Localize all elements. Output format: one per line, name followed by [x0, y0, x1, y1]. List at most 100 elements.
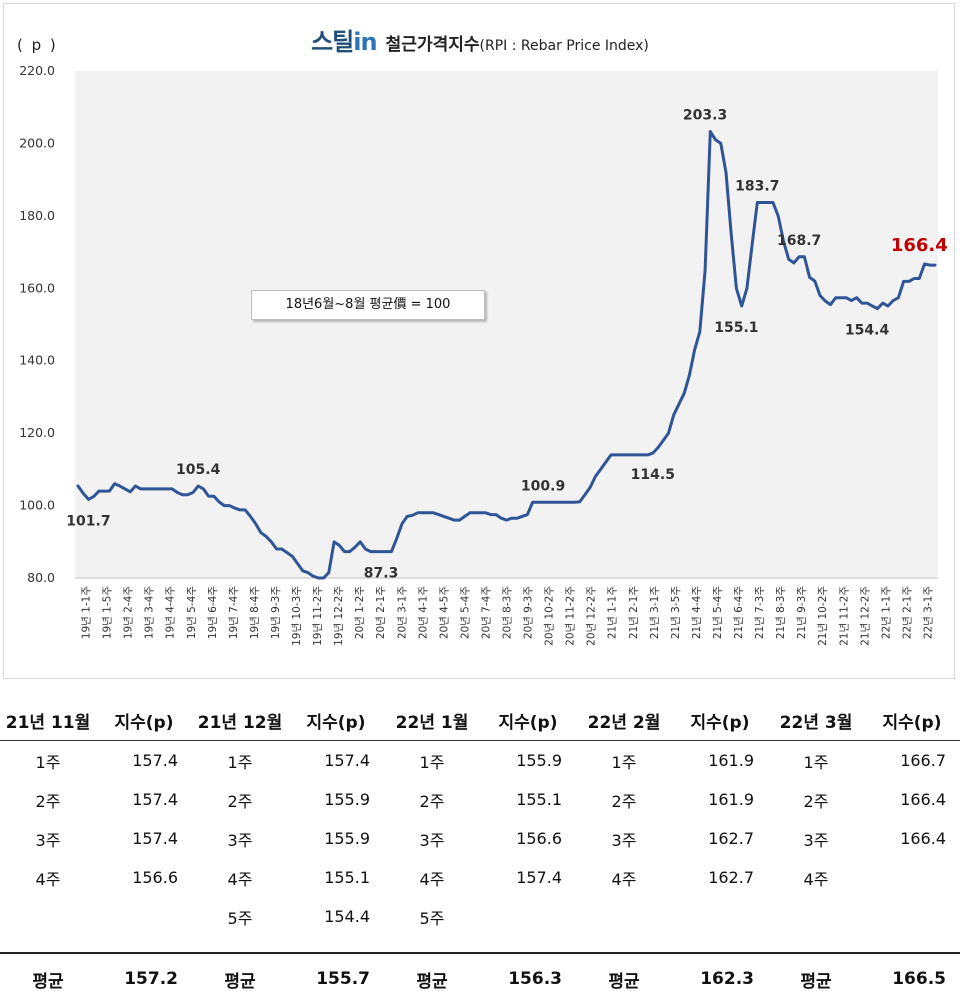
header-cell: 21년 11월: [0, 700, 96, 741]
index-cell: 155.9: [324, 790, 370, 809]
average-label: 평균: [768, 952, 864, 1004]
table-row: 1주 157.4 1주 157.4 1주 155.9 1주 161.9 1주 1…: [0, 741, 960, 781]
table-row: 2주 157.4 2주 155.9 2주 155.1 2주 161.9 2주 1…: [0, 780, 960, 819]
index-cell: 157.4: [516, 868, 562, 887]
x-tick-label: 20년 9-3주: [523, 586, 535, 640]
header-cell: 22년 3월: [768, 700, 864, 741]
index-cell: 161.9: [708, 751, 754, 770]
index-cell: 155.9: [324, 829, 370, 848]
x-tick-label: 21년 1-1주: [607, 586, 619, 640]
index-cell: 155.1: [324, 868, 370, 887]
title-english: (RPI : Rebar Price Index): [479, 38, 649, 54]
x-tick-label: 22년 3-1주: [922, 586, 934, 640]
x-tick-label: 21년 10-2주: [817, 586, 829, 646]
data-label: 105.4: [176, 462, 221, 478]
title-korean: 철근가격지수: [385, 35, 480, 55]
x-tick-label: 21년 3-1주: [649, 586, 661, 640]
average-value: 162.3: [672, 952, 768, 1004]
week-cell: 3주: [803, 830, 829, 850]
average-value: 155.7: [288, 952, 384, 1004]
x-tick-label: 20년 11-2주: [565, 586, 577, 646]
data-label: 203.3: [683, 107, 727, 123]
line-chart: 80.0 100.0 120.0 140.0 160.0 180.0 200.0 220.0 1…: [19, 63, 948, 646]
x-tick-label: 22년 1-1주: [880, 586, 892, 640]
index-cell: 154.4: [324, 907, 370, 926]
x-tick-label: 19년 11-2주: [312, 586, 324, 646]
data-label: 183.7: [735, 178, 779, 194]
header-cell: 지수(p): [288, 700, 384, 741]
x-tick-label: 20년 12-2주: [586, 586, 598, 646]
week-cell: 3주: [419, 830, 445, 850]
header-cell: 22년 2월: [576, 700, 672, 741]
plot-area: [75, 71, 938, 578]
data-label: 87.3: [364, 566, 399, 582]
table-row: 4주 156.6 4주 155.1 4주 157.4 4주 162.7 4주: [0, 858, 960, 897]
data-label: 168.7: [777, 233, 821, 249]
header-cell: 지수(p): [672, 700, 768, 741]
x-tick-label: 21년 11-2주: [838, 586, 850, 646]
header-cell: 지수(p): [864, 700, 960, 741]
week-cell: [0, 897, 96, 936]
x-tick-label: 19년 6-4주: [207, 586, 219, 640]
x-tick-label: 21년 8-3주: [775, 586, 787, 640]
y-tick-label: 100.0: [19, 498, 55, 513]
data-label: 166.4: [891, 235, 948, 256]
average-value: 156.3: [480, 952, 576, 1004]
y-axis-unit: ( p ): [17, 36, 58, 54]
header-cell: 22년 1월: [384, 700, 480, 741]
x-tick-label: 19년 7-4주: [228, 586, 240, 640]
x-tick-label: 19년 9-3주: [270, 586, 282, 640]
y-tick-label: 120.0: [19, 425, 55, 440]
week-cell: 3주: [35, 830, 61, 850]
week-cell: 2주: [35, 791, 61, 811]
x-tick-label: 21년 5-4주: [712, 586, 724, 640]
y-tick-label: 220.0: [19, 63, 55, 78]
x-tick-label: 20년 1-2주: [354, 586, 366, 640]
index-cell: [96, 897, 192, 936]
data-label: 154.4: [845, 323, 890, 339]
index-cell: [480, 897, 576, 936]
x-tick-label: 19년 10-3주: [291, 586, 303, 646]
table-row: 5주 154.4 5주: [0, 897, 960, 936]
data-label: 100.9: [521, 478, 565, 494]
data-label: 114.5: [631, 467, 675, 483]
x-tick-label: 21년 9-3주: [796, 586, 808, 640]
index-cell: 155.9: [516, 751, 562, 770]
x-tick-label: 20년 5-4주: [459, 586, 471, 640]
x-tick-label: 19년 4-4주: [165, 586, 177, 640]
index-cell: 155.1: [516, 790, 562, 809]
x-tick-label: 20년 3-1주: [396, 586, 408, 640]
week-cell: [576, 897, 672, 936]
week-cell: 4주: [35, 869, 61, 889]
x-tick-label: 19년 5-4주: [186, 586, 198, 640]
index-cell: 156.6: [132, 868, 178, 887]
y-tick-label: 80.0: [27, 570, 55, 585]
index-cell: 157.4: [132, 790, 178, 809]
x-tick-label: 19년 2-4주: [123, 586, 135, 640]
index-cell: [864, 897, 960, 936]
x-tick-label: 20년 7-4주: [480, 586, 492, 640]
index-cell: 156.6: [516, 829, 562, 848]
average-label: 평균: [192, 952, 288, 1004]
table-spacer: [0, 936, 960, 953]
index-cell: 162.7: [708, 868, 754, 887]
x-tick-label: 19년 1-1주: [81, 586, 93, 640]
series-line: [76, 130, 937, 580]
week-cell: 1주: [227, 752, 253, 772]
index-cell: 157.4: [132, 751, 178, 770]
x-tick-label: 21년 2-1주: [628, 586, 640, 640]
week-cell: 3주: [227, 830, 253, 850]
week-cell: 4주: [611, 869, 637, 889]
week-cell: [768, 897, 864, 936]
index-cell: 161.9: [708, 790, 754, 809]
header-cell: 21년 12월: [192, 700, 288, 741]
average-row: 평균 157.2 평균 155.7 평균 156.3 평균 162.3 평균 1…: [0, 952, 960, 1004]
week-cell: 2주: [611, 791, 637, 811]
x-tick-label: 21년 7-3주: [754, 586, 766, 640]
week-cell: 2주: [803, 791, 829, 811]
chart-title: 스틸in 철근가격지수(RPI : Rebar Price Index): [0, 22, 960, 57]
y-tick-label: 200.0: [19, 135, 55, 150]
week-cell: 4주: [419, 869, 445, 889]
x-tick-label: 20년 10-2주: [544, 586, 556, 646]
data-label: 101.7: [66, 513, 110, 529]
